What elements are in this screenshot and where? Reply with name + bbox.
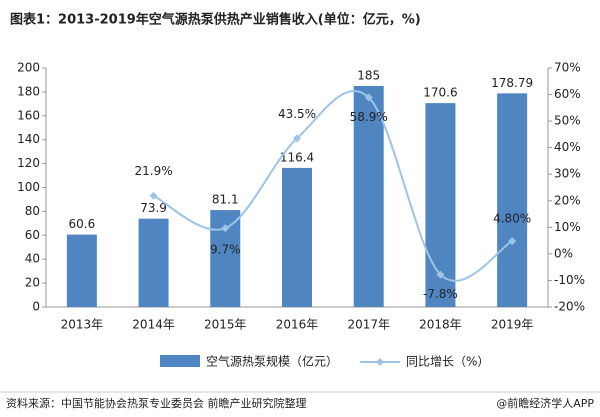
growth-label: 58.9% xyxy=(350,110,388,124)
y-tick-label: 40 xyxy=(25,252,40,266)
y2-tick-label: -10% xyxy=(554,273,585,287)
x-tick-label: 2019年 xyxy=(491,318,534,332)
bar-label: 178.79 xyxy=(491,76,533,90)
legend-label: 同比增长（%） xyxy=(406,355,489,369)
growth-label: -7.8% xyxy=(423,287,458,301)
bar-label: 170.6 xyxy=(423,86,457,100)
chart-title: 图表1：2013-2019年空气源热泵供热产业销售收入(单位：亿元，%) xyxy=(10,12,421,28)
x-tick-label: 2015年 xyxy=(204,318,247,332)
bar-label: 185 xyxy=(357,68,380,82)
bar-label: 116.4 xyxy=(280,150,314,164)
legend-swatch xyxy=(160,355,200,367)
x-tick-label: 2018年 xyxy=(419,318,462,332)
y-tick-label: 180 xyxy=(17,84,40,98)
y2-tick-label: 70% xyxy=(554,61,581,75)
y-tick-label: 120 xyxy=(17,156,40,170)
y2-tick-label: 30% xyxy=(554,167,581,181)
growth-marker xyxy=(293,134,301,143)
growth-marker xyxy=(508,237,517,246)
y2-tick-label: -20% xyxy=(554,300,585,314)
y2-tick-label: 40% xyxy=(554,140,581,154)
y-tick-label: 100 xyxy=(17,180,40,194)
bar xyxy=(282,167,312,307)
bar-label: 81.1 xyxy=(212,193,239,207)
growth-label: 43.5% xyxy=(278,107,316,121)
brand: @前瞻经济学人APP xyxy=(496,396,594,410)
y2-tick-label: 0% xyxy=(554,246,573,260)
legend-label: 空气源热泵规模（亿元） xyxy=(206,354,338,369)
growth-marker xyxy=(364,93,373,102)
y-tick-label: 160 xyxy=(17,108,40,122)
growth-marker xyxy=(149,191,158,200)
y2-tick-label: 20% xyxy=(554,193,581,207)
x-tick-label: 2017年 xyxy=(347,318,390,332)
bar xyxy=(353,85,384,307)
y-tick-label: 60 xyxy=(25,228,40,242)
bar xyxy=(66,234,97,307)
source: 资料来源：中国节能协会热泵专业委员会 前瞻产业研究院整理 xyxy=(6,396,307,410)
x-tick-label: 2016年 xyxy=(276,318,319,332)
y-tick-label: 80 xyxy=(25,204,40,218)
y2-tick-label: 50% xyxy=(554,114,581,128)
legend-marker xyxy=(376,358,384,366)
x-tick-label: 2013年 xyxy=(61,318,104,332)
bar xyxy=(497,93,528,307)
y2-tick-label: 10% xyxy=(554,220,581,234)
growth-line xyxy=(153,89,513,282)
y-tick-label: 140 xyxy=(17,132,40,146)
growth-label: 4.80% xyxy=(493,212,531,226)
bar-label: 73.9 xyxy=(140,201,167,215)
x-tick-label: 2014年 xyxy=(132,318,175,332)
y2-tick-label: 60% xyxy=(554,87,581,101)
y-tick-label: 200 xyxy=(17,61,40,75)
y-tick-label: 20 xyxy=(25,276,40,290)
growth-label: 21.9% xyxy=(135,164,173,178)
y-tick-label: 0 xyxy=(32,300,40,314)
growth-label: 9.7% xyxy=(210,243,241,257)
growth-marker xyxy=(436,270,445,279)
bar xyxy=(138,218,169,307)
bar-label: 60.6 xyxy=(68,217,95,231)
growth-marker xyxy=(221,224,230,233)
